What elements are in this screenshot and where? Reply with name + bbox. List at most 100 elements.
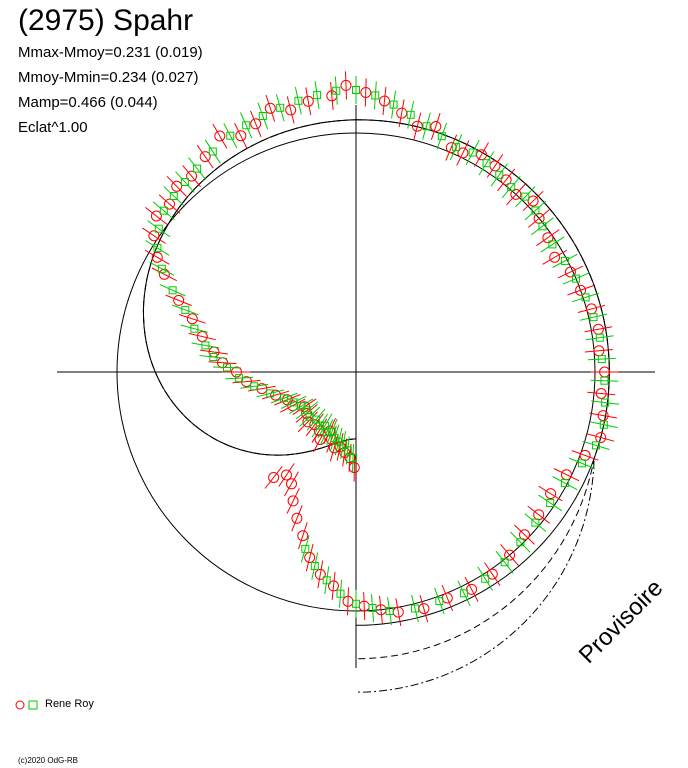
data-point-square: [500, 558, 509, 567]
data-point-square: [242, 121, 251, 130]
legend-label: Rene Roy: [45, 698, 94, 710]
error-bar: [151, 267, 178, 282]
error-bar: [419, 595, 429, 623]
data-point-circle: [328, 580, 339, 592]
data-point-square: [531, 206, 540, 215]
error-bar: [223, 123, 238, 149]
data-point-square: [266, 389, 275, 398]
data-point-square: [385, 607, 394, 615]
data-point-circle: [297, 530, 309, 542]
error-bar: [528, 209, 551, 228]
error-bar: [572, 292, 600, 303]
data-point-square: [507, 183, 516, 192]
data-point-square: [560, 256, 569, 265]
error-bar: [284, 471, 299, 497]
data-point-square: [180, 178, 189, 186]
data-point-circle: [199, 151, 211, 163]
error-bar: [291, 505, 303, 532]
data-point-square: [546, 499, 555, 507]
data-point-square: [437, 132, 446, 141]
data-point-square: [226, 131, 235, 140]
stat-mmax-mmoy: Mmax-Mmoy=0.231 (0.019): [18, 44, 203, 61]
error-bar: [311, 413, 329, 438]
error-bar: [200, 349, 228, 355]
error-bar: [278, 463, 295, 487]
data-point-circle: [281, 469, 292, 481]
data-point-square: [600, 376, 609, 385]
error-bar: [232, 379, 261, 384]
error-bar: [562, 272, 590, 285]
data-point-square: [468, 148, 477, 157]
data-point-square: [595, 333, 604, 342]
error-bar: [298, 522, 308, 550]
error-bar: [225, 376, 254, 380]
error-bar: [587, 433, 615, 442]
error-bar: [196, 144, 214, 169]
error-bar: [571, 450, 599, 461]
data-point-circle: [164, 198, 175, 210]
error-bar: [382, 87, 387, 116]
data-point-square: [572, 274, 580, 283]
error-bar: [589, 412, 617, 419]
data-point-circle: [151, 251, 163, 263]
error-bar: [234, 122, 248, 149]
error-bar: [180, 324, 209, 333]
error-bar: [538, 494, 563, 512]
error-bar: [295, 401, 319, 420]
data-point-circle: [268, 472, 280, 483]
error-bar: [256, 389, 284, 398]
error-bar: [363, 592, 366, 621]
error-bar: [142, 227, 166, 244]
error-bar: [430, 113, 441, 140]
error-bar: [449, 134, 463, 161]
error-bar: [270, 392, 298, 404]
error-bar: [477, 566, 494, 591]
error-bar: [582, 440, 610, 450]
data-point-circle: [148, 230, 160, 242]
error-bar: [515, 186, 536, 208]
error-bar: [413, 112, 422, 140]
error-bar: [317, 413, 333, 439]
data-point-square: [349, 454, 357, 462]
error-bar: [264, 466, 283, 489]
error-bar: [584, 326, 613, 333]
error-bar: [587, 391, 616, 396]
data-point-square: [154, 224, 163, 233]
data-point-square: [250, 382, 259, 391]
error-bar: [540, 236, 565, 253]
error-bar: [500, 544, 519, 567]
data-point-circle: [379, 95, 390, 107]
data-point-circle: [173, 294, 185, 306]
error-bar: [464, 576, 479, 602]
data-point-circle: [264, 102, 276, 114]
data-point-square: [201, 341, 210, 350]
error-bar: [144, 249, 170, 265]
data-point-circle: [595, 388, 607, 399]
data-point-square: [301, 544, 310, 553]
error-bar: [212, 366, 242, 369]
data-point-circle: [304, 552, 316, 563]
data-point-circle: [235, 130, 247, 142]
error-bar: [240, 383, 269, 389]
data-point-circle: [527, 195, 539, 207]
error-bar: [345, 436, 350, 465]
error-bar: [347, 587, 349, 616]
data-point-square: [597, 355, 606, 364]
data-point-circle: [545, 488, 557, 500]
error-bar: [159, 284, 186, 297]
data-point-circle: [549, 251, 561, 263]
data-point-circle: [314, 568, 326, 580]
error-bar: [294, 86, 302, 115]
error-bar: [311, 552, 319, 580]
data-point-square: [303, 406, 311, 415]
data-point-square: [157, 264, 166, 273]
data-point-square: [159, 206, 168, 215]
data-point-square: [482, 159, 491, 168]
data-point-square: [223, 363, 231, 372]
error-bar: [364, 78, 367, 107]
data-point-square: [601, 398, 610, 407]
error-bar: [407, 101, 415, 129]
data-point-circle: [595, 432, 607, 444]
error-bar: [441, 584, 454, 612]
